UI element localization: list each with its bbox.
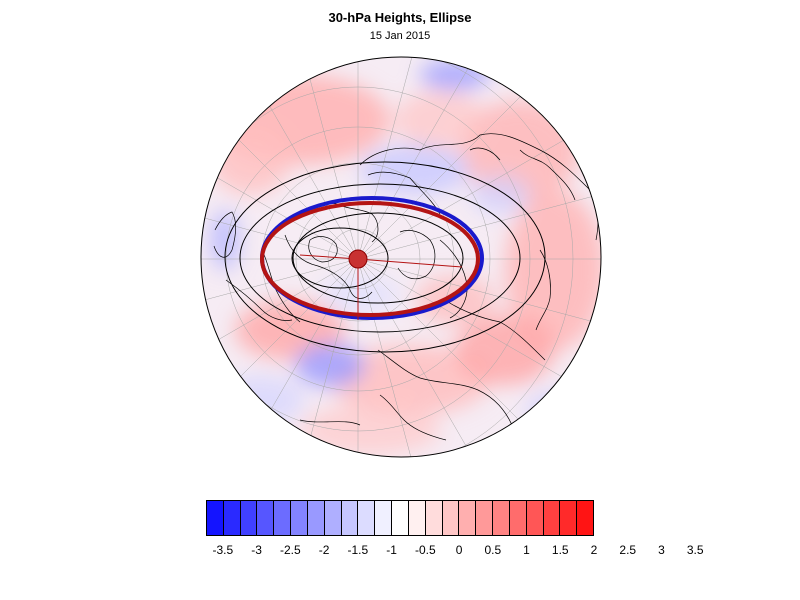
colorbar-tick-label: -2 [318,543,330,557]
chart-title: 30-hPa Heights, Ellipse [328,10,472,25]
colorbar-swatch [257,501,275,535]
height-contours [224,161,546,353]
colorbar-swatch [207,501,224,535]
colorbar-swatch [560,501,578,535]
fitted-ellipse [260,201,480,317]
ellipse-centroid [348,249,368,269]
colorbar-tick-label: 1.5 [551,543,569,557]
colorbar-swatch [509,501,527,535]
colorbar-swatch [476,501,494,535]
colorbar-swatch [543,501,561,535]
colorbar-swatch [291,501,308,535]
colorbar-tick-label: 3 [658,543,665,557]
colorbar-swatch [358,501,376,535]
colorbar-swatch [442,501,460,535]
colorbar-tick-label: 0.5 [484,543,502,557]
polar-map [200,56,602,458]
colorbar-tick-label: -3 [251,543,262,557]
colorbar [206,500,594,536]
colorbar-tick-label: 3.5 [686,543,704,557]
colorbar-swatch [324,501,342,535]
colorbar-swatch [408,501,426,535]
colorbar-tick-label: 0 [455,543,463,557]
colorbar-swatch [341,501,359,535]
colorbar-swatch [493,501,510,535]
colorbar-tick-label: -3.5 [212,543,234,557]
colorbar-swatch [425,501,443,535]
colorbar-swatch [392,501,409,535]
colorbar-swatch [375,501,393,535]
colorbar-tick-label: -2.5 [280,543,301,557]
colorbar-tick-label: 2.5 [619,543,637,557]
map-border [200,56,602,458]
colorbar-swatch [307,501,325,535]
colorbar-swatch [274,501,292,535]
colorbar-ticks: -3.5 -3 -2.5 -2 -1.5 -1 -0.5 0 0.5 1 1.5 2 2.5 3 3.5 [0,543,800,561]
anomaly-field [201,57,601,457]
colorbar-tick-label: -1.5 [347,543,369,557]
colorbar-tick-label: 2 [590,543,598,557]
colorbar-swatch [459,501,477,535]
colorbar-swatch [577,501,594,535]
ellipse-axes [299,254,463,320]
colorbar-swatch [526,501,544,535]
colorbar-swatch [240,501,258,535]
colorbar-swatch [223,501,241,535]
coastlines [213,133,599,441]
chart-date: 15 Jan 2015 [369,30,431,42]
colorbar-tick-label: -1 [386,543,397,557]
colorbar-tick-label: 1 [523,543,530,557]
colorbar-tick-label: -0.5 [414,543,436,557]
